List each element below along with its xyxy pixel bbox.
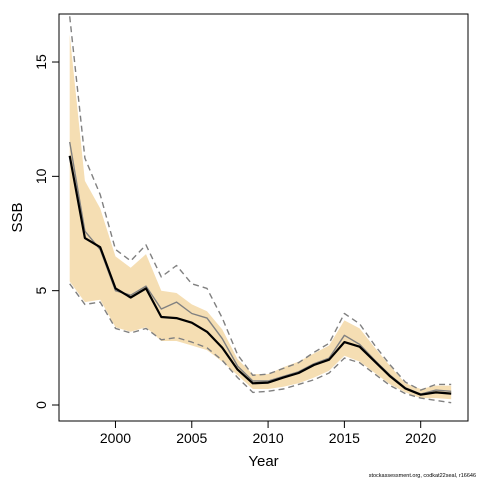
plot-layer: [68, 16, 452, 404]
y-tick-label: 10: [33, 168, 49, 184]
x-axis: 2000 2005 2010 2015 2020: [100, 421, 436, 446]
comparison-upper-dashed-line: [69, 16, 452, 391]
x-tick-label: 2020: [405, 430, 436, 446]
y-axis-title: SSB: [9, 202, 26, 232]
estimate-line: [68, 155, 452, 396]
comparison-lower-dashed-line: [69, 283, 452, 404]
y-axis: 0 5 10 15: [33, 54, 59, 409]
x-tick-label: 2010: [253, 430, 284, 446]
y-tick-label: 5: [33, 287, 49, 295]
plot-frame: [58, 13, 469, 422]
x-axis-title: Year: [248, 453, 278, 470]
x-tick-label: 2000: [100, 430, 131, 446]
x-tick-label: 2005: [176, 430, 207, 446]
credit-text: stockassessment.org, codkat22seal, r1664…: [369, 473, 476, 479]
x-tick-label: 2015: [329, 430, 360, 446]
y-tick-label: 15: [33, 54, 49, 70]
confidence-band: [69, 34, 452, 400]
y-tick-label: 0: [33, 401, 49, 409]
